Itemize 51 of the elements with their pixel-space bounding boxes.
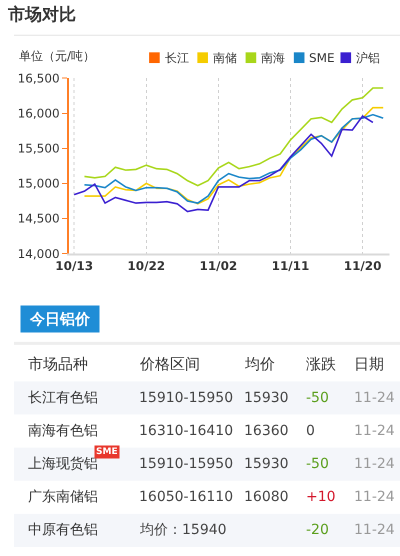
y-axis-title: 单位（元/吨）	[19, 49, 96, 63]
text: 11-24	[354, 522, 395, 538]
text: 15930	[244, 456, 289, 472]
text: 11-24	[354, 423, 395, 439]
category-label: 中原有色铝	[28, 522, 98, 538]
text: 15910-15950	[139, 456, 234, 472]
text: -20	[306, 522, 329, 538]
category-label: 广东南储铝	[28, 489, 98, 505]
text: 15930	[244, 390, 289, 406]
x-tick-label: 11/11	[272, 259, 310, 274]
text: 均价：15940	[140, 522, 227, 538]
y-tick-label: 16,500	[18, 71, 60, 86]
legend-label: 南海	[261, 51, 285, 65]
legend-label: 沪铝	[356, 51, 380, 65]
text: 0	[306, 423, 315, 439]
line-series	[84, 87, 384, 186]
y-tick-label: 14,500	[18, 212, 60, 226]
text: -50	[306, 390, 329, 406]
category-label: 南海有色铝	[28, 423, 98, 439]
category-label: 长江有色铝	[28, 390, 98, 406]
x-tick-label: 11/02	[199, 259, 238, 274]
text: 16310-16410	[139, 423, 234, 439]
y-tick-label: 15,500	[18, 142, 60, 156]
text: 11-24	[354, 489, 395, 505]
category-label: 涨跌	[306, 355, 336, 373]
text: 今日铝价	[29, 310, 91, 328]
category-label: 上海现货铝	[28, 456, 98, 472]
text: 11-24	[354, 456, 395, 472]
text: -50	[306, 456, 329, 472]
text: 15910-15950	[139, 390, 234, 406]
category-label: 日期	[354, 355, 384, 373]
text: SME	[96, 447, 118, 457]
legend-label: SME	[309, 51, 335, 65]
text: +10	[306, 489, 336, 505]
text: 11-24	[354, 390, 395, 406]
x-tick-label: 10/13	[55, 259, 94, 274]
line-series	[73, 115, 374, 212]
legend-label: 南储	[213, 51, 237, 65]
category-label: 市场品种	[28, 355, 88, 373]
text: 16050-16110	[139, 489, 234, 505]
category-label: 价格区间	[139, 355, 200, 373]
y-tick-label: 14,000	[18, 246, 60, 261]
text: 16080	[244, 489, 289, 505]
y-tick-label: 15,000	[18, 176, 60, 191]
chart-title: 市场对比	[7, 4, 76, 25]
x-tick-label: 11/20	[344, 259, 382, 274]
legend-label: 长江	[165, 51, 189, 65]
x-tick-label: 10/22	[127, 259, 166, 274]
category-label: 均价	[244, 355, 275, 373]
text: 16360	[244, 423, 289, 439]
y-tick-label: 16,000	[18, 106, 60, 120]
